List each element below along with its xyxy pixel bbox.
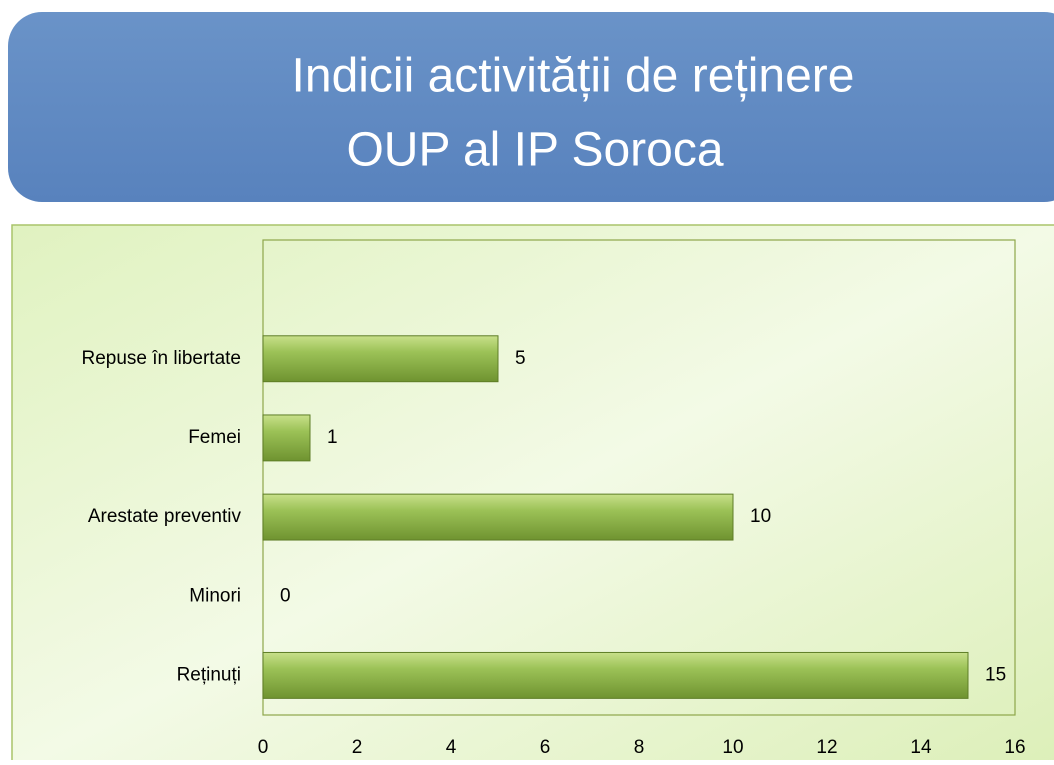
- plot-area: [262, 239, 1016, 716]
- bar: [262, 493, 734, 541]
- x-tick-label: 2: [352, 737, 363, 758]
- data-label: 15: [985, 664, 1006, 685]
- title-box: [8, 12, 1054, 202]
- x-tick-label: 12: [816, 737, 837, 758]
- bar: [262, 651, 969, 699]
- x-tick-label: 0: [258, 737, 269, 758]
- y-tick-label: Femei: [188, 427, 241, 448]
- x-tick-label: 4: [446, 737, 457, 758]
- bar: [262, 335, 499, 383]
- data-label: 10: [750, 506, 771, 527]
- y-tick-label: Reținuți: [177, 664, 241, 685]
- data-label: 1: [327, 427, 338, 448]
- y-tick-label: Minori: [189, 585, 241, 606]
- y-tick-label: Repuse în libertate: [82, 348, 242, 369]
- y-tick-label: Arestate preventiv: [88, 506, 242, 527]
- chart-title: OUP al IP Soroca: [346, 124, 723, 177]
- x-tick-label: 6: [540, 737, 551, 758]
- bar: [262, 414, 311, 462]
- x-tick-label: 14: [910, 737, 932, 758]
- x-tick-label: 16: [1004, 737, 1025, 758]
- data-label: 5: [515, 348, 526, 369]
- x-tick-label: 8: [634, 737, 645, 758]
- data-label: 0: [280, 585, 291, 606]
- chart-title: Indicii activității de reținere: [292, 50, 855, 103]
- x-tick-label: 10: [722, 737, 743, 758]
